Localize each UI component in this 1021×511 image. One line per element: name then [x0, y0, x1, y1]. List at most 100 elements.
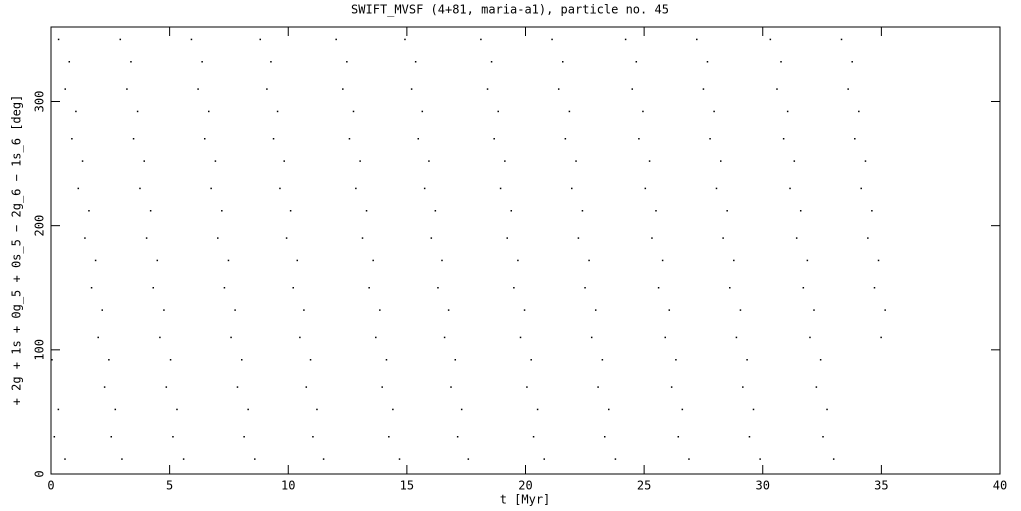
point — [614, 458, 617, 460]
point — [152, 287, 155, 289]
point — [702, 88, 705, 90]
point — [101, 309, 103, 311]
point — [543, 458, 545, 460]
point — [577, 237, 580, 239]
point — [799, 210, 802, 212]
x-tick-label: 20 — [518, 479, 532, 493]
point — [456, 436, 459, 438]
point — [873, 287, 876, 289]
point — [532, 436, 535, 438]
point — [733, 259, 735, 262]
point — [664, 336, 666, 339]
point — [624, 38, 627, 41]
point — [365, 210, 368, 212]
point — [877, 259, 880, 262]
point — [782, 138, 785, 140]
point — [497, 110, 499, 113]
point — [776, 88, 778, 90]
point — [561, 61, 564, 63]
point — [752, 408, 755, 411]
point — [499, 187, 502, 190]
point — [588, 259, 590, 262]
point — [434, 210, 437, 212]
point — [815, 386, 818, 388]
point — [519, 336, 522, 339]
point — [64, 88, 66, 90]
point — [75, 110, 77, 113]
point — [642, 110, 644, 113]
point — [867, 237, 869, 239]
point — [447, 309, 450, 311]
point — [108, 359, 110, 361]
point — [114, 408, 117, 411]
point — [270, 61, 272, 63]
point — [182, 458, 185, 460]
point — [103, 386, 106, 388]
point — [312, 436, 314, 438]
point — [467, 458, 470, 460]
point — [90, 287, 93, 289]
point — [126, 88, 128, 90]
point — [793, 160, 796, 162]
point — [581, 210, 584, 212]
point — [430, 237, 433, 239]
point — [385, 359, 388, 361]
point — [163, 309, 165, 311]
point — [417, 138, 420, 140]
point — [88, 210, 90, 212]
y-tick-label: 200 — [33, 215, 47, 237]
point — [176, 408, 178, 411]
point — [681, 408, 684, 411]
point — [568, 110, 571, 113]
point — [410, 88, 413, 90]
point — [504, 160, 506, 162]
point — [480, 38, 482, 41]
point — [57, 38, 60, 41]
point — [726, 210, 728, 212]
point — [77, 187, 80, 190]
point — [352, 110, 355, 113]
point — [536, 408, 539, 411]
point — [769, 38, 772, 41]
point — [443, 336, 446, 339]
point — [454, 359, 457, 361]
x-tick-label: 40 — [993, 479, 1007, 493]
point — [379, 309, 381, 311]
point — [851, 61, 853, 63]
point — [858, 110, 860, 113]
y-tick-label: 300 — [33, 91, 47, 113]
point — [584, 287, 586, 289]
point — [285, 237, 288, 239]
point — [486, 88, 489, 90]
point — [675, 359, 677, 361]
point — [748, 436, 751, 438]
point — [368, 287, 370, 289]
point — [210, 187, 212, 190]
point — [57, 408, 60, 411]
point — [517, 259, 519, 262]
point — [145, 237, 148, 239]
point — [283, 160, 285, 162]
y-tick-label: 100 — [33, 339, 47, 361]
point — [696, 38, 698, 41]
point — [571, 187, 573, 190]
point — [230, 336, 232, 339]
point — [789, 187, 791, 190]
point — [638, 138, 640, 140]
x-tick-label: 0 — [47, 479, 54, 493]
x-tick-label: 25 — [637, 479, 651, 493]
point — [361, 237, 364, 239]
point — [655, 210, 657, 212]
point — [706, 61, 709, 63]
point — [221, 210, 223, 212]
point — [795, 237, 798, 239]
point — [121, 458, 123, 460]
point — [197, 88, 199, 90]
point — [493, 138, 495, 140]
point — [68, 61, 71, 63]
point — [247, 408, 249, 411]
y-axis-label: + 2g + 1s + 0g_5 + 0s_5 − 2g_6 − 1s_6 [d… — [10, 95, 24, 406]
point — [713, 110, 715, 113]
point — [847, 88, 849, 90]
point — [236, 386, 239, 388]
